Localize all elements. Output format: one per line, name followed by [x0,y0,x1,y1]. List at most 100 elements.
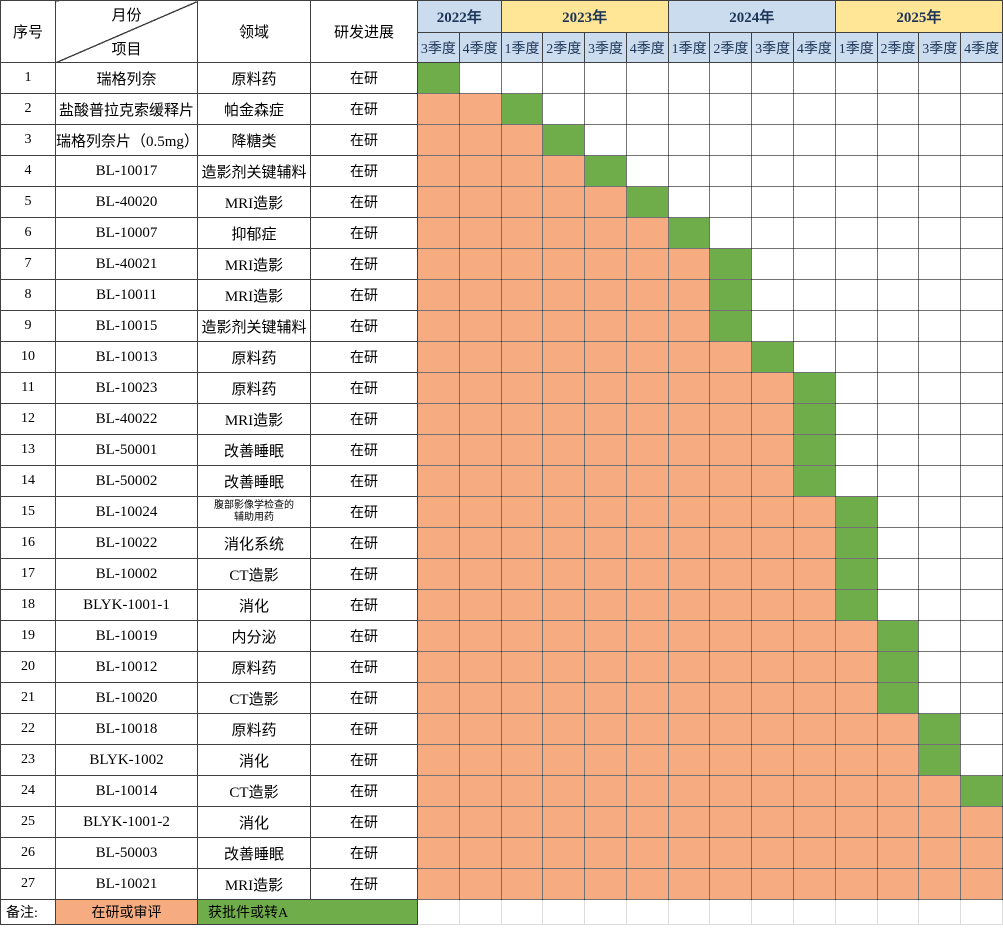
gantt-cell [918,465,962,497]
gantt-cell [500,713,544,745]
gantt-cell [500,186,544,218]
project-cell: BL-10017 [55,155,198,187]
field-cell: 造影剂关键辅料 [197,310,311,342]
gantt-cell [584,186,627,218]
row-number-cell: 25 [0,806,56,838]
gantt-cell [793,589,836,621]
project-row: 5 BL-40020 MRI造影 在研 [0,186,1003,218]
gantt-cell [834,744,878,776]
gantt-cell [876,310,920,342]
gantt-cell [667,775,711,807]
gantt-cell [793,806,836,838]
gantt-cell [834,372,878,404]
gantt-cell [458,682,502,714]
progress-cell: 在研 [310,620,418,652]
gantt-cell [751,744,795,776]
gantt-cell [834,248,878,280]
footer-grid-cell [584,899,627,925]
gantt-cell [876,558,920,590]
gantt-cell [751,527,795,559]
gantt-cell [793,403,836,435]
gantt-cell [625,620,669,652]
gantt-cell [458,310,502,342]
gantt-cell [458,186,502,218]
gantt-cell [918,620,962,652]
gantt-cell [834,806,878,838]
header-year: 2024年 [667,0,836,33]
gantt-cell [542,496,586,528]
project-cell: BL-10021 [55,868,198,900]
gantt-cell [709,310,753,342]
gantt-cell [500,868,544,900]
gantt-cell [751,372,795,404]
project-row: 2 盐酸普拉克索缓释片 帕金森症 在研 [0,93,1003,125]
gantt-cell [709,217,753,249]
gantt-cell [542,775,586,807]
footer-grid-cell [834,899,878,925]
gantt-cell [458,744,502,776]
gantt-cell [960,124,1003,156]
gantt-cell [834,434,878,466]
project-cell: BL-50001 [55,434,198,466]
gantt-cell [960,527,1003,559]
gantt-cell [625,465,669,497]
gantt-cell [584,372,627,404]
project-row: 27 BL-10021 MRI造影 在研 [0,868,1003,900]
gantt-cell [793,713,836,745]
gantt-cell [542,310,586,342]
gantt-cell [960,837,1003,869]
field-cell: 降糖类 [197,124,311,156]
gantt-cell [667,620,711,652]
progress-cell: 在研 [310,310,418,342]
project-row: 4 BL-10017 造影剂关键辅料 在研 [0,155,1003,187]
field-cell: 消化 [197,806,311,838]
gantt-cell [625,589,669,621]
field-cell: MRI造影 [197,248,311,280]
progress-cell: 在研 [310,403,418,435]
gantt-cell [667,155,711,187]
project-cell: BL-10012 [55,651,198,683]
gantt-cell [960,620,1003,652]
gantt-cell [500,403,544,435]
gantt-cell [542,713,586,745]
gantt-cell [584,496,627,528]
gantt-cell [793,341,836,373]
gantt-cell [793,434,836,466]
gantt-cell [458,341,502,373]
table-body: 1 瑞格列奈 原料药 在研 2 盐酸普拉克索缓释片 帕金森症 在研 3 瑞格列奈片（0.5mg）降… [0,62,1003,900]
progress-cell: 在研 [310,651,418,683]
gantt-cell [542,434,586,466]
row-number-cell: 18 [0,589,56,621]
gantt-cell [500,248,544,280]
gantt-cell [751,806,795,838]
gantt-cell [709,124,753,156]
gantt-cell [918,217,962,249]
gantt-cell [584,310,627,342]
gantt-cell [500,93,544,125]
gantt-cell [709,186,753,218]
progress-cell: 在研 [310,868,418,900]
gantt-cell [793,558,836,590]
gantt-cell [751,217,795,249]
gantt-cell [542,682,586,714]
gantt-cell [417,496,460,528]
gantt-cell [918,527,962,559]
gantt-cell [918,558,962,590]
header-quarter: 2季度 [542,32,586,63]
row-number-cell: 15 [0,496,56,528]
gantt-cell [500,217,544,249]
gantt-cell [960,186,1003,218]
header-row-quarters: 3季度 4季度 1季度 2季度 3季度 4季度 1季度 2季度 3季度 4季度 1季度 2季度 3季度 4… [1,32,1003,63]
header-year: 2023年 [500,0,669,33]
gantt-cell [458,558,502,590]
field-cell: 原料药 [197,713,311,745]
row-number-cell: 17 [0,558,56,590]
footer-grid-cell [709,899,753,925]
gantt-cell [709,713,753,745]
row-number-cell: 11 [0,372,56,404]
project-row: 20 BL-10012 原料药 在研 [0,651,1003,683]
progress-cell: 在研 [310,806,418,838]
gantt-cell [793,155,836,187]
gantt-cell [834,651,878,683]
gantt-cell [417,868,460,900]
